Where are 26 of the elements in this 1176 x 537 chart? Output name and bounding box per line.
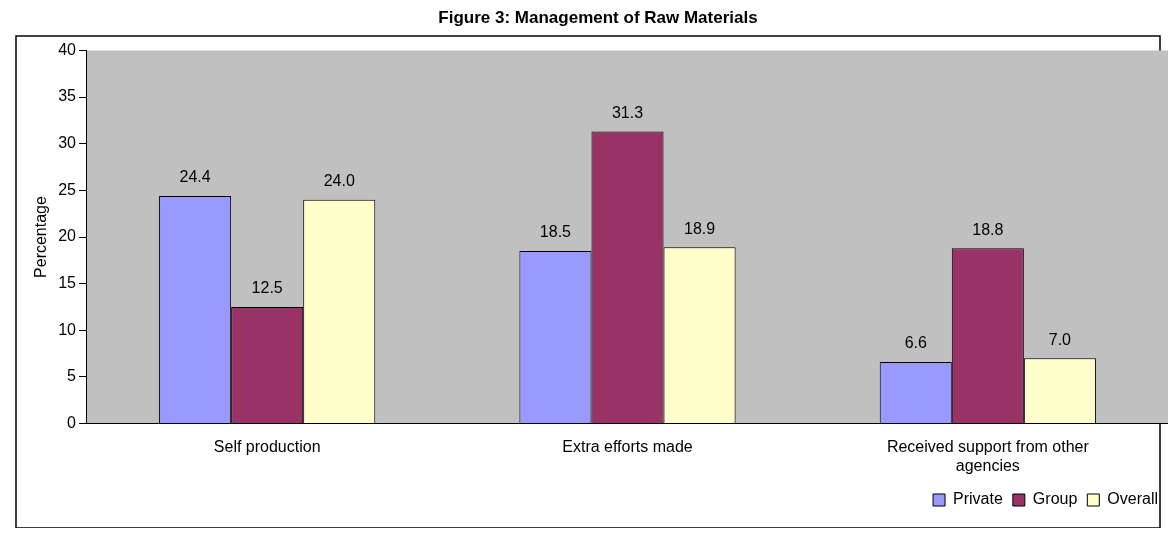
y-axis-title: Percentage bbox=[32, 195, 50, 278]
text: 24.4 bbox=[179, 168, 211, 186]
legend-label: Group bbox=[1032, 490, 1078, 508]
text: 18.9 bbox=[683, 219, 716, 237]
text: 24.0 bbox=[323, 172, 355, 190]
text: 12.5 bbox=[251, 279, 283, 297]
legend-label: Private bbox=[953, 490, 1003, 508]
y-tick-label: 35 bbox=[58, 87, 77, 105]
legend-label: Overall bbox=[1107, 490, 1159, 508]
y-tick-label: 15 bbox=[58, 274, 77, 292]
text: 7.0 bbox=[1048, 330, 1072, 348]
x-tick-label: Extra efforts made bbox=[562, 437, 693, 455]
y-tick-label: 25 bbox=[58, 180, 77, 198]
text: 18.8 bbox=[972, 220, 1004, 238]
y-tick-label: 0 bbox=[67, 414, 77, 432]
text: 31.3 bbox=[611, 103, 644, 121]
text: 18.5 bbox=[539, 223, 571, 241]
y-tick-label: 20 bbox=[58, 227, 77, 245]
y-tick-label: 10 bbox=[58, 320, 77, 338]
x-tick-label: Received support from other agencies bbox=[886, 437, 1090, 474]
x-tick-label: Self production bbox=[213, 437, 321, 455]
y-tick-label: 30 bbox=[58, 134, 77, 152]
y-tick-label: 5 bbox=[67, 367, 77, 385]
text: 6.6 bbox=[904, 334, 927, 352]
chart-title: Figure 3: Management of Raw Materials bbox=[438, 7, 758, 27]
y-tick-label: 40 bbox=[58, 40, 77, 58]
